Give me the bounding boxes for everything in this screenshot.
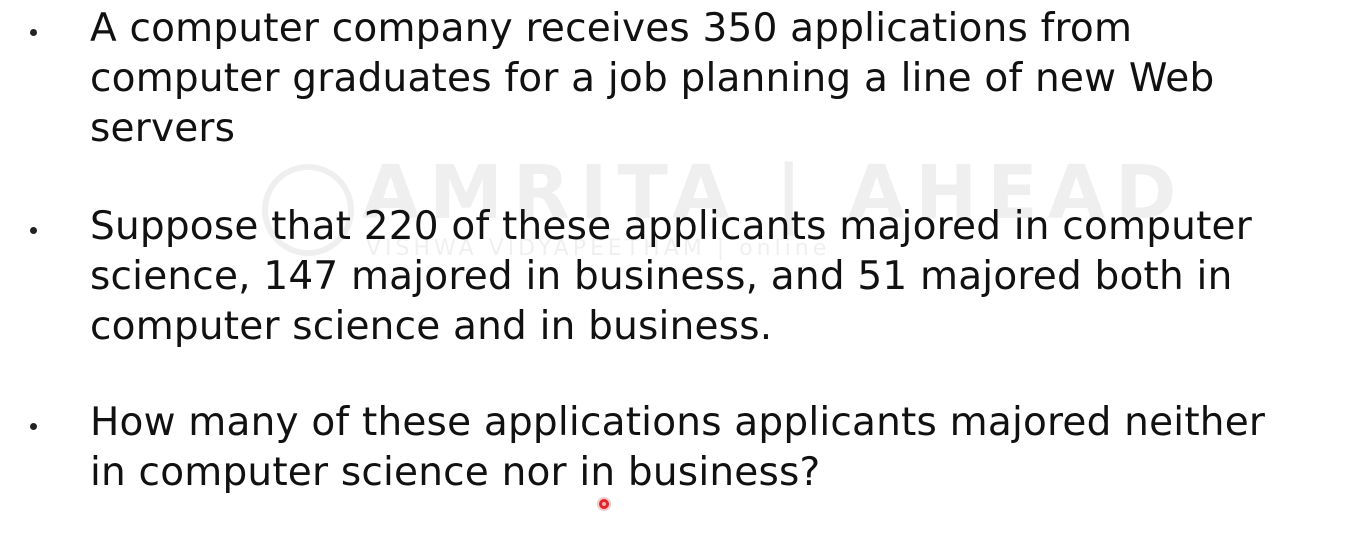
bullet-line: A computer company receives 350 applicat… <box>90 6 1133 51</box>
bullet-text: A computer company receives 350 applicat… <box>90 4 1350 154</box>
bullet-line: computer graduates for a job planning a … <box>90 56 1215 101</box>
bullet-line: Suppose that 220 of these applicants maj… <box>90 204 1252 249</box>
bullet-line: in computer science nor in business? <box>90 450 821 495</box>
bullet-text: How many of these applications applicant… <box>90 398 1350 498</box>
bullet-dot-icon <box>30 227 37 234</box>
bullet-line: How many of these applications applicant… <box>90 400 1266 445</box>
laser-pointer-icon <box>599 499 609 509</box>
bullet-line: science, 147 majored in business, and 51… <box>90 254 1233 299</box>
bullet-dot-icon <box>30 423 37 430</box>
bullet-line: servers <box>90 106 236 151</box>
bullet-line: computer science and in business. <box>90 304 773 349</box>
bullet-dot-icon <box>30 29 37 36</box>
bullet-text: Suppose that 220 of these applicants maj… <box>90 202 1350 352</box>
